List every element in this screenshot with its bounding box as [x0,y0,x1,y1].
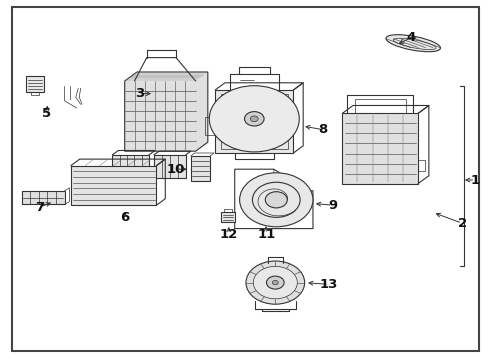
Polygon shape [124,72,207,151]
Circle shape [250,116,258,122]
Text: 13: 13 [319,278,337,291]
Bar [21,191,64,204]
Text: 1: 1 [470,174,479,186]
Text: 12: 12 [219,228,238,240]
Bar [112,155,149,178]
Circle shape [266,276,284,289]
Circle shape [264,192,287,208]
Bar [256,212,270,222]
Text: 4: 4 [406,31,414,44]
Bar [26,76,44,92]
Text: 10: 10 [166,163,185,176]
Ellipse shape [385,35,440,52]
Circle shape [239,173,312,227]
Circle shape [245,261,304,304]
Bar [342,113,417,184]
Text: 5: 5 [42,107,51,120]
Text: 8: 8 [318,123,326,136]
Circle shape [209,86,299,152]
Text: 7: 7 [36,201,44,213]
Bar [221,94,287,149]
Text: 11: 11 [257,228,275,240]
Text: 2: 2 [457,217,466,230]
Text: 9: 9 [327,199,336,212]
Bar [221,212,234,222]
Circle shape [253,266,297,299]
Bar [71,166,156,205]
Text: 3: 3 [135,87,143,100]
Bar [215,90,293,153]
Text: 6: 6 [120,211,129,224]
Bar [154,155,185,178]
Circle shape [272,280,278,285]
Circle shape [244,112,264,126]
Bar [190,156,210,181]
